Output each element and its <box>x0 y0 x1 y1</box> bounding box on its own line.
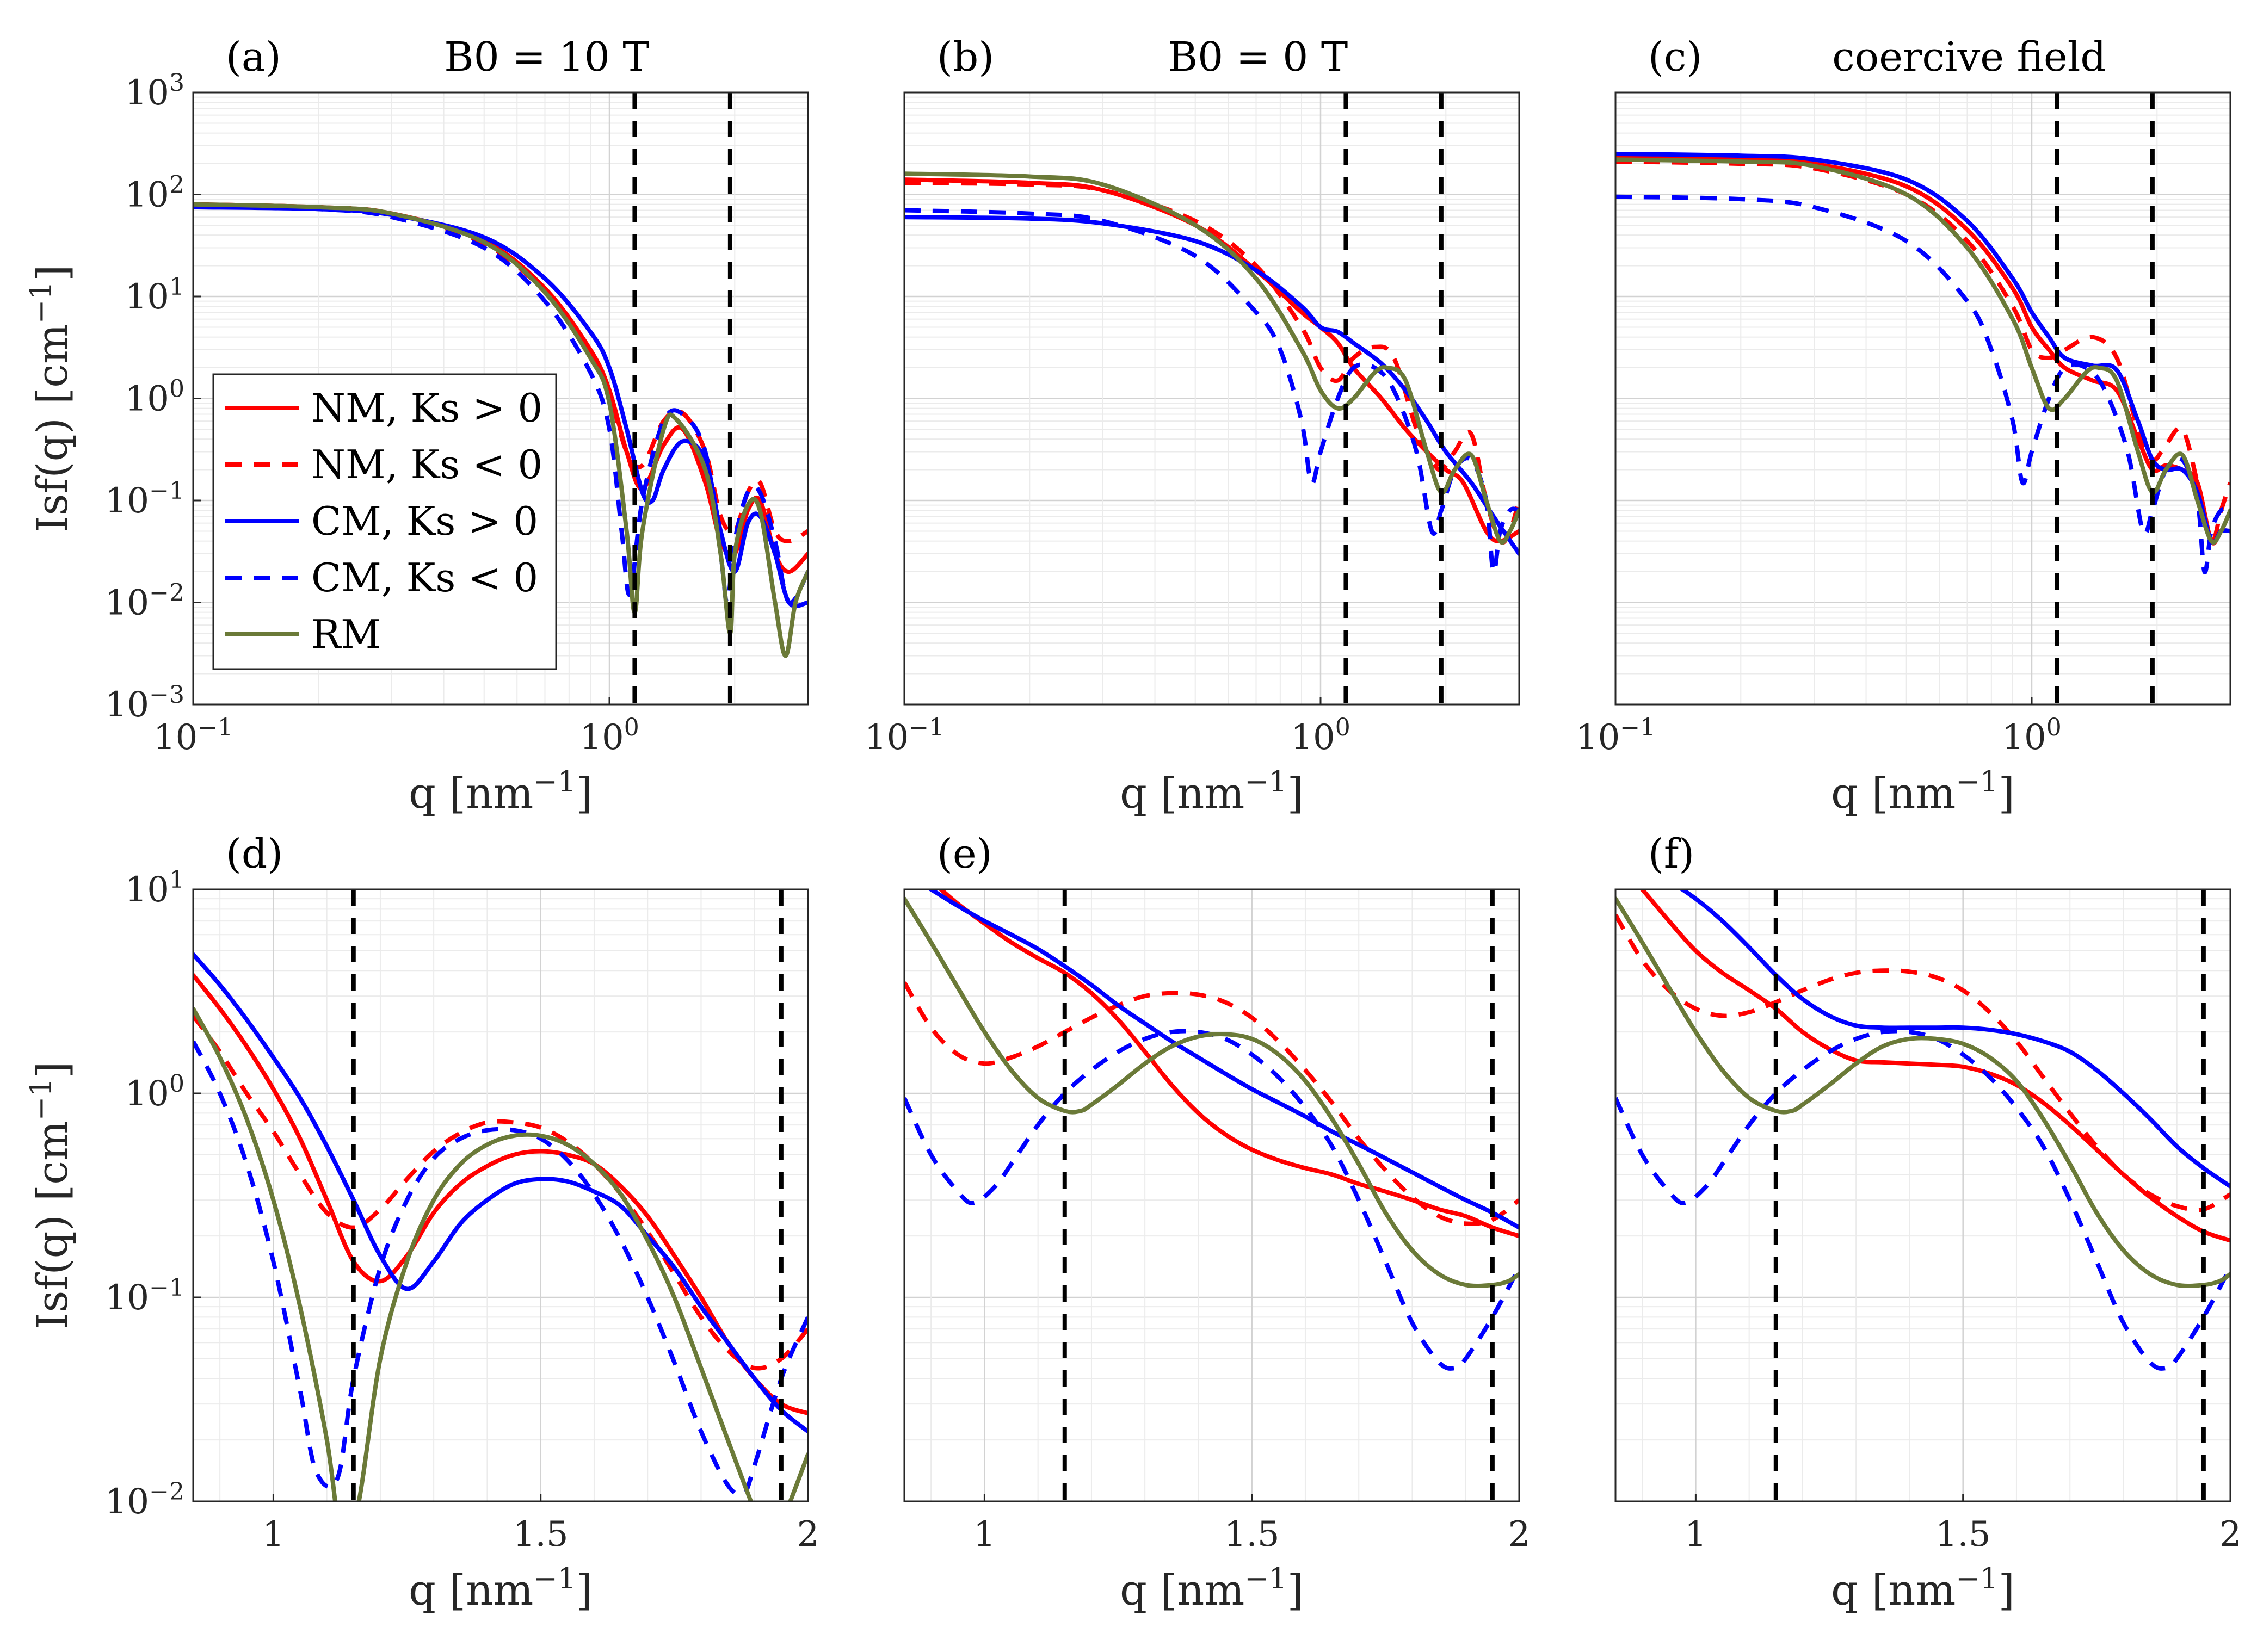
x-axis-label: q [nm−1] <box>409 1562 593 1616</box>
x-tick-label: 1.5 <box>513 1514 569 1555</box>
panel-label: (f) <box>1648 831 1694 877</box>
x-tick-label: 100 <box>579 714 639 758</box>
y-axis-label: Isf(q) [cm−1] <box>24 265 78 533</box>
series-line-nm-ks-0 <box>193 1014 808 1371</box>
x-tick-label: 2 <box>2219 1514 2242 1555</box>
series-line-rm <box>1615 896 2230 1289</box>
x-tick-label: 1.5 <box>1935 1514 1991 1555</box>
x-axis-label: q [nm−1] <box>409 765 593 819</box>
panel-c: 10−1 100 q [nm−1] (c) coercive field <box>1576 34 2231 819</box>
series-group <box>193 202 808 658</box>
grid <box>1615 888 2231 1502</box>
legend-label: CM, Ks < 0 <box>311 555 538 601</box>
axes-box <box>192 888 809 1502</box>
y-tick-label: 101 <box>125 273 184 318</box>
x-tick-label: 10−1 <box>1576 714 1655 758</box>
series-group <box>904 889 1519 1371</box>
series-line-nm-ks-0 <box>193 973 808 1416</box>
series-line-cm-ks-0 <box>904 215 1519 556</box>
grid <box>1614 91 2231 706</box>
series-line-cm-ks-0 <box>193 203 808 605</box>
series-line-nm-ks-0 <box>904 981 1519 1226</box>
y-tick-label: 101 <box>125 866 184 911</box>
axes-box <box>903 91 1520 706</box>
legend-label: CM, Ks > 0 <box>311 498 538 544</box>
y-tick-label: 10−1 <box>105 477 184 522</box>
series-line-rm <box>904 896 1519 1289</box>
series-line-nm-ks-0 <box>938 889 1519 1239</box>
x-axis-label: q [nm−1] <box>1120 765 1304 819</box>
x-tick-label: 10−1 <box>153 714 233 758</box>
legend-label: NM, Ks > 0 <box>311 385 542 431</box>
series-line-nm-ks-0 <box>1615 913 2230 1212</box>
x-axis-label: q [nm−1] <box>1831 765 2015 819</box>
panel-f: 1 1.5 2 q [nm−1] (f) <box>1614 831 2242 1616</box>
panel-title: coercive field <box>1832 34 2106 81</box>
panel-label: (d) <box>226 831 283 877</box>
series-line-cm-ks-0 <box>1615 151 2230 545</box>
series-line-cm-ks-0 <box>193 1040 808 1497</box>
series-line-rm <box>193 202 808 658</box>
panel-label: (e) <box>937 831 992 877</box>
x-tick-label: 1 <box>973 1514 996 1555</box>
panel-title: B0 = 10 T <box>444 34 650 81</box>
grid <box>904 888 1520 1502</box>
y-tick-label: 100 <box>125 375 184 419</box>
series-group <box>1615 889 2230 1371</box>
panel-e: 1 1.5 2 q [nm−1] (e) <box>903 831 1531 1616</box>
series-line-cm-ks-0 <box>927 889 1519 1230</box>
x-tick-label: 2 <box>1508 1514 1531 1555</box>
series-line-rm <box>904 171 1519 545</box>
series-line-cm-ks-0 <box>1615 194 2230 574</box>
axes-box <box>903 888 1520 1502</box>
series-line-nm-ks-0 <box>904 181 1519 545</box>
legend: NM, Ks > 0 NM, Ks < 0 CM, Ks > 0 CM, Ks < 0… <box>212 373 557 670</box>
series-group <box>193 952 808 1501</box>
legend-label: RM <box>311 611 381 657</box>
panel-d: 10−2 10−1 100 101 1 1.5 2 q [nm−1] Isf(q) [cm−1]… <box>24 831 819 1615</box>
y-tick-label: 10−3 <box>105 681 184 726</box>
series-line-cm-ks-0 <box>193 952 808 1434</box>
series-line-nm-ks-0 <box>1615 159 2230 544</box>
panel-label: (c) <box>1648 34 1702 81</box>
y-tick-label: 103 <box>125 69 184 114</box>
x-axis-label: q [nm−1] <box>1120 1562 1304 1616</box>
panel-title: B0 = 0 T <box>1168 34 1348 81</box>
x-tick-label: 100 <box>1291 714 1350 758</box>
series-line-rm <box>1615 157 2230 545</box>
series-line-nm-ks-0 <box>1615 155 2230 546</box>
panel-label: (b) <box>937 34 994 81</box>
panel-label: (a) <box>226 34 281 81</box>
x-tick-label: 10−1 <box>865 714 944 758</box>
legend-label: NM, Ks < 0 <box>311 442 542 487</box>
series-line-cm-ks-0 <box>904 208 1519 574</box>
series-line-rm <box>193 1006 808 1501</box>
y-tick-label: 10−2 <box>105 1478 184 1523</box>
x-tick-label: 1 <box>1685 1514 1707 1555</box>
series-group <box>904 171 1519 574</box>
x-tick-label: 1.5 <box>1224 1514 1280 1555</box>
x-tick-label: 100 <box>2002 714 2061 758</box>
x-tick-label: 1 <box>262 1514 285 1555</box>
y-tick-label: 10−1 <box>105 1274 184 1319</box>
panel-b: 10−1 100 q [nm−1] (b) B0 = 0 T <box>865 34 1520 819</box>
series-line-cm-ks-0 <box>1678 889 2230 1189</box>
y-tick-label: 100 <box>125 1070 184 1115</box>
axes-box <box>1614 91 2231 706</box>
series-group <box>1615 151 2230 574</box>
y-axis-label: Isf(q) [cm−1] <box>24 1062 78 1329</box>
x-axis-label: q [nm−1] <box>1831 1562 2015 1616</box>
axes-box <box>1614 888 2231 1502</box>
x-tick-label: 2 <box>797 1514 819 1555</box>
y-tick-label: 102 <box>125 171 184 215</box>
series-line-cm-ks-0 <box>904 1029 1519 1371</box>
y-tick-label: 10−2 <box>105 579 184 623</box>
